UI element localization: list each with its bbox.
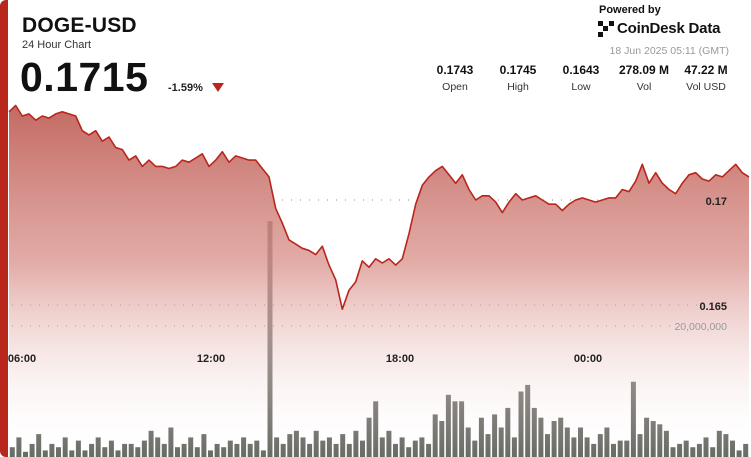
ticker-symbol: DOGE-USD: [22, 14, 137, 37]
stat-label: Open: [442, 81, 468, 93]
stat-vol: 278.09 M Vol: [604, 63, 684, 93]
volume-tick-label: 20,000,000: [674, 321, 727, 333]
stat-label: High: [507, 81, 529, 93]
chart-subtitle: 24 Hour Chart: [22, 39, 92, 51]
price-line: [8, 104, 750, 310]
stat-open: 0.1743 Open: [415, 63, 495, 93]
down-arrow-icon: [212, 83, 224, 92]
stat-label: Vol: [636, 81, 652, 93]
price-area: [9, 105, 749, 457]
brand-name: CoinDesk Data: [617, 20, 721, 37]
stat-value: 47.22 M: [684, 63, 728, 77]
stat-high: 0.1745 High: [478, 63, 558, 93]
powered-by-label: Powered by: [599, 4, 661, 16]
y-tick-label: 0.17: [706, 196, 727, 208]
timestamp: 18 Jun 2025 05:11 (GMT): [609, 45, 729, 57]
x-tick-label: 00:00: [574, 353, 602, 365]
current-price: 0.1715: [20, 54, 149, 100]
stat-value: 278.09 M: [618, 63, 670, 77]
stat-label: Low: [571, 81, 591, 93]
x-tick-label: 06:00: [8, 353, 36, 365]
stat-label: Vol USD: [686, 81, 726, 93]
price-change: -1.59%: [168, 82, 203, 94]
stat-low: 0.1643 Low: [541, 63, 621, 93]
coindesk-data-icon: [598, 20, 614, 37]
brand-logo: CoinDesk Data: [598, 20, 720, 37]
x-tick-label: 18:00: [386, 353, 414, 365]
x-tick-label: 12:00: [197, 353, 225, 365]
stat-value: 0.1643: [562, 63, 600, 77]
stat-value: 0.1745: [499, 63, 537, 77]
stat-vol-usd: 47.22 M Vol USD: [666, 63, 746, 93]
stat-value: 0.1743: [436, 63, 474, 77]
y-tick-label: 0.165: [699, 301, 727, 313]
